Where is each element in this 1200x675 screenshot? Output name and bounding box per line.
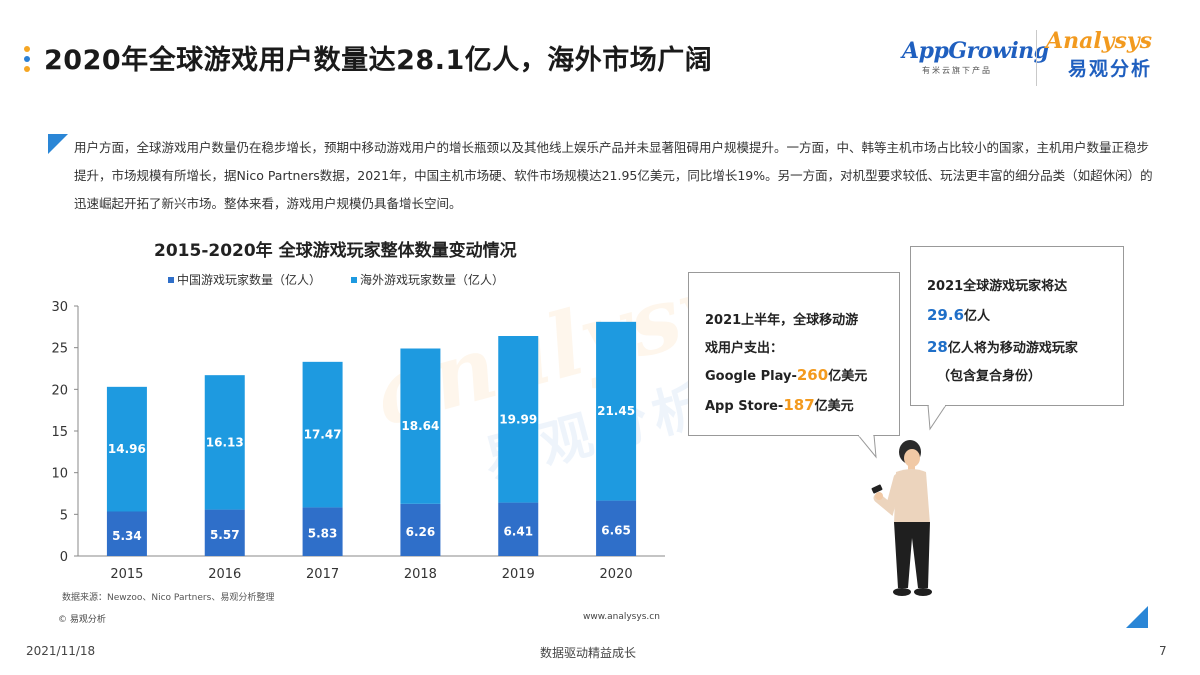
y-tick-label: 25 bbox=[51, 342, 68, 357]
callout-spend-line2: 戏用户支出： bbox=[705, 341, 784, 356]
chart-source: 数据来源：Newzoo、Nico Partners、易观分析整理 bbox=[62, 593, 275, 603]
callout-players-line1: 2021全球游戏玩家将达 bbox=[927, 279, 1068, 294]
x-tick-label: 2020 bbox=[600, 567, 633, 582]
data-label-overseas: 21.45 bbox=[597, 404, 635, 418]
chart-footer-logo-text: 易观分析 bbox=[69, 615, 106, 625]
legend-swatch-china bbox=[168, 276, 174, 283]
title-bullet-dots bbox=[24, 46, 30, 76]
legend-swatch-overseas bbox=[351, 276, 358, 283]
footer-corner-icon bbox=[1126, 606, 1148, 628]
analysys-logo-text: Analysys bbox=[1046, 28, 1153, 54]
x-tick-label: 2017 bbox=[306, 567, 339, 582]
bar-segment-china bbox=[106, 511, 147, 556]
intro-corner-icon bbox=[48, 134, 68, 154]
appgrowing-logo-text: AppGrowing bbox=[902, 38, 1049, 64]
bar-segment-china bbox=[596, 500, 637, 556]
players-total-value: 29.6 bbox=[927, 306, 965, 324]
app-store-unit: 亿美元 bbox=[814, 399, 854, 414]
callout-player-forecast: 2021全球游戏玩家将达 29.6亿人 28亿人将为移动游戏玩家 （包含复合身份… bbox=[910, 246, 1124, 406]
callout-players-note: （包含复合身份） bbox=[937, 369, 1042, 384]
page-title: 2020年全球游戏用户数量达28.1亿人，海外市场广阔 bbox=[44, 45, 713, 76]
page-number: 7 bbox=[1159, 644, 1167, 658]
x-tick-label: 2018 bbox=[404, 567, 437, 582]
bar-segment-overseas bbox=[106, 386, 147, 512]
data-label-overseas: 16.13 bbox=[206, 435, 244, 449]
intro-paragraph: 用户方面，全球游戏用户数量仍在稳步增长，预期中移动游戏用户的增长瓶颈以及其他线上… bbox=[74, 140, 1153, 211]
data-label-china: 6.26 bbox=[406, 525, 436, 539]
y-tick-label: 20 bbox=[51, 383, 68, 398]
callout-app-store: App Store-187亿美元 bbox=[705, 395, 854, 414]
footer-date: 2021/11/18 bbox=[26, 644, 96, 658]
y-tick-label: 15 bbox=[51, 425, 68, 440]
data-label-overseas: 17.47 bbox=[304, 428, 342, 442]
app-store-value: 187 bbox=[783, 396, 815, 414]
callout-players-mobile: 28亿人将为移动游戏玩家 bbox=[927, 337, 1078, 356]
person-with-phone-illustration bbox=[871, 440, 932, 596]
legend-label-china: 中国游戏玩家数量（亿人） bbox=[177, 273, 322, 287]
data-label-overseas: 19.99 bbox=[499, 412, 537, 426]
data-label-china: 5.83 bbox=[308, 527, 338, 541]
analysys-logo: Analysys 易观分析 bbox=[1046, 28, 1176, 88]
chart-footer-url: www.analysys.cn bbox=[583, 612, 660, 622]
players-total-unit: 亿人 bbox=[964, 309, 991, 324]
chart-legend: 中国游戏玩家数量（亿人） 海外游戏玩家数量（亿人） bbox=[168, 271, 504, 288]
appgrowing-logo-subtitle: 有米云旗下产品 bbox=[922, 66, 992, 75]
google-play-unit: 亿美元 bbox=[828, 369, 868, 384]
data-label-china: 5.57 bbox=[210, 528, 240, 542]
callout-players-total: 29.6亿人 bbox=[927, 305, 990, 324]
callout-spend-tail bbox=[858, 435, 877, 459]
callout-players-tail bbox=[927, 405, 947, 431]
callout-mobile-spend: 2021上半年，全球移动游 戏用户支出： Google Play-260亿美元 … bbox=[688, 272, 900, 436]
bar-segment-china bbox=[400, 503, 441, 556]
bar-segment-overseas bbox=[596, 321, 637, 501]
bar-segment-overseas bbox=[302, 361, 343, 508]
callout-spend-line1: 2021上半年，全球移动游 bbox=[705, 313, 859, 328]
appgrowing-logo: AppGrowing 有米云旗下产品 bbox=[902, 38, 1049, 84]
bar-segment-overseas bbox=[204, 375, 245, 510]
data-label-overseas: 14.96 bbox=[108, 442, 146, 456]
y-tick-label: 10 bbox=[51, 467, 68, 482]
legend-item-overseas: 海外游戏玩家数量（亿人） bbox=[351, 271, 504, 288]
bar-segment-overseas bbox=[400, 348, 441, 504]
bar-chart: 0 5 10 15 20 25 30 5.34 14.96 2015 5.57 16.13 2016 5.… bbox=[51, 300, 665, 582]
chart-title: 2015-2020年 全球游戏玩家整体数量变动情况 bbox=[154, 241, 517, 261]
google-play-value: 260 bbox=[796, 366, 829, 384]
data-label-china: 6.41 bbox=[503, 524, 533, 538]
chart-area: 0 5 10 15 20 25 30 5.34 14.96 2015 5.57 16.13 2016 5.… bbox=[40, 294, 680, 624]
google-play-label: Google Play- bbox=[705, 369, 797, 384]
bar-segment-overseas bbox=[498, 336, 539, 503]
logo-divider bbox=[1036, 30, 1037, 86]
y-tick-label: 5 bbox=[60, 508, 68, 523]
analysys-logo-subtitle: 易观分析 bbox=[1068, 58, 1153, 80]
data-label-china: 6.65 bbox=[601, 523, 631, 537]
data-label-overseas: 18.64 bbox=[401, 419, 439, 433]
legend-label-overseas: 海外游戏玩家数量（亿人） bbox=[360, 273, 505, 287]
chart-footer-logo: © 易观分析 bbox=[58, 615, 106, 625]
y-tick-label: 0 bbox=[60, 550, 68, 565]
x-tick-label: 2015 bbox=[110, 567, 143, 582]
footer-slogan: 数据驱动精益成长 bbox=[540, 646, 637, 660]
bar-segment-china bbox=[204, 509, 245, 556]
players-mobile-value: 28 bbox=[927, 338, 948, 356]
app-store-label: App Store- bbox=[705, 399, 784, 414]
x-tick-label: 2016 bbox=[208, 567, 241, 582]
callout-google-play: Google Play-260亿美元 bbox=[705, 365, 867, 384]
bar-segment-china bbox=[302, 507, 343, 556]
y-tick-label: 30 bbox=[51, 300, 68, 315]
legend-item-china: 中国游戏玩家数量（亿人） bbox=[168, 271, 321, 288]
bar-segment-china bbox=[498, 502, 539, 556]
players-mobile-text: 亿人将为移动游戏玩家 bbox=[947, 341, 1078, 356]
x-tick-label: 2019 bbox=[502, 567, 535, 582]
data-label-china: 5.34 bbox=[112, 529, 142, 543]
